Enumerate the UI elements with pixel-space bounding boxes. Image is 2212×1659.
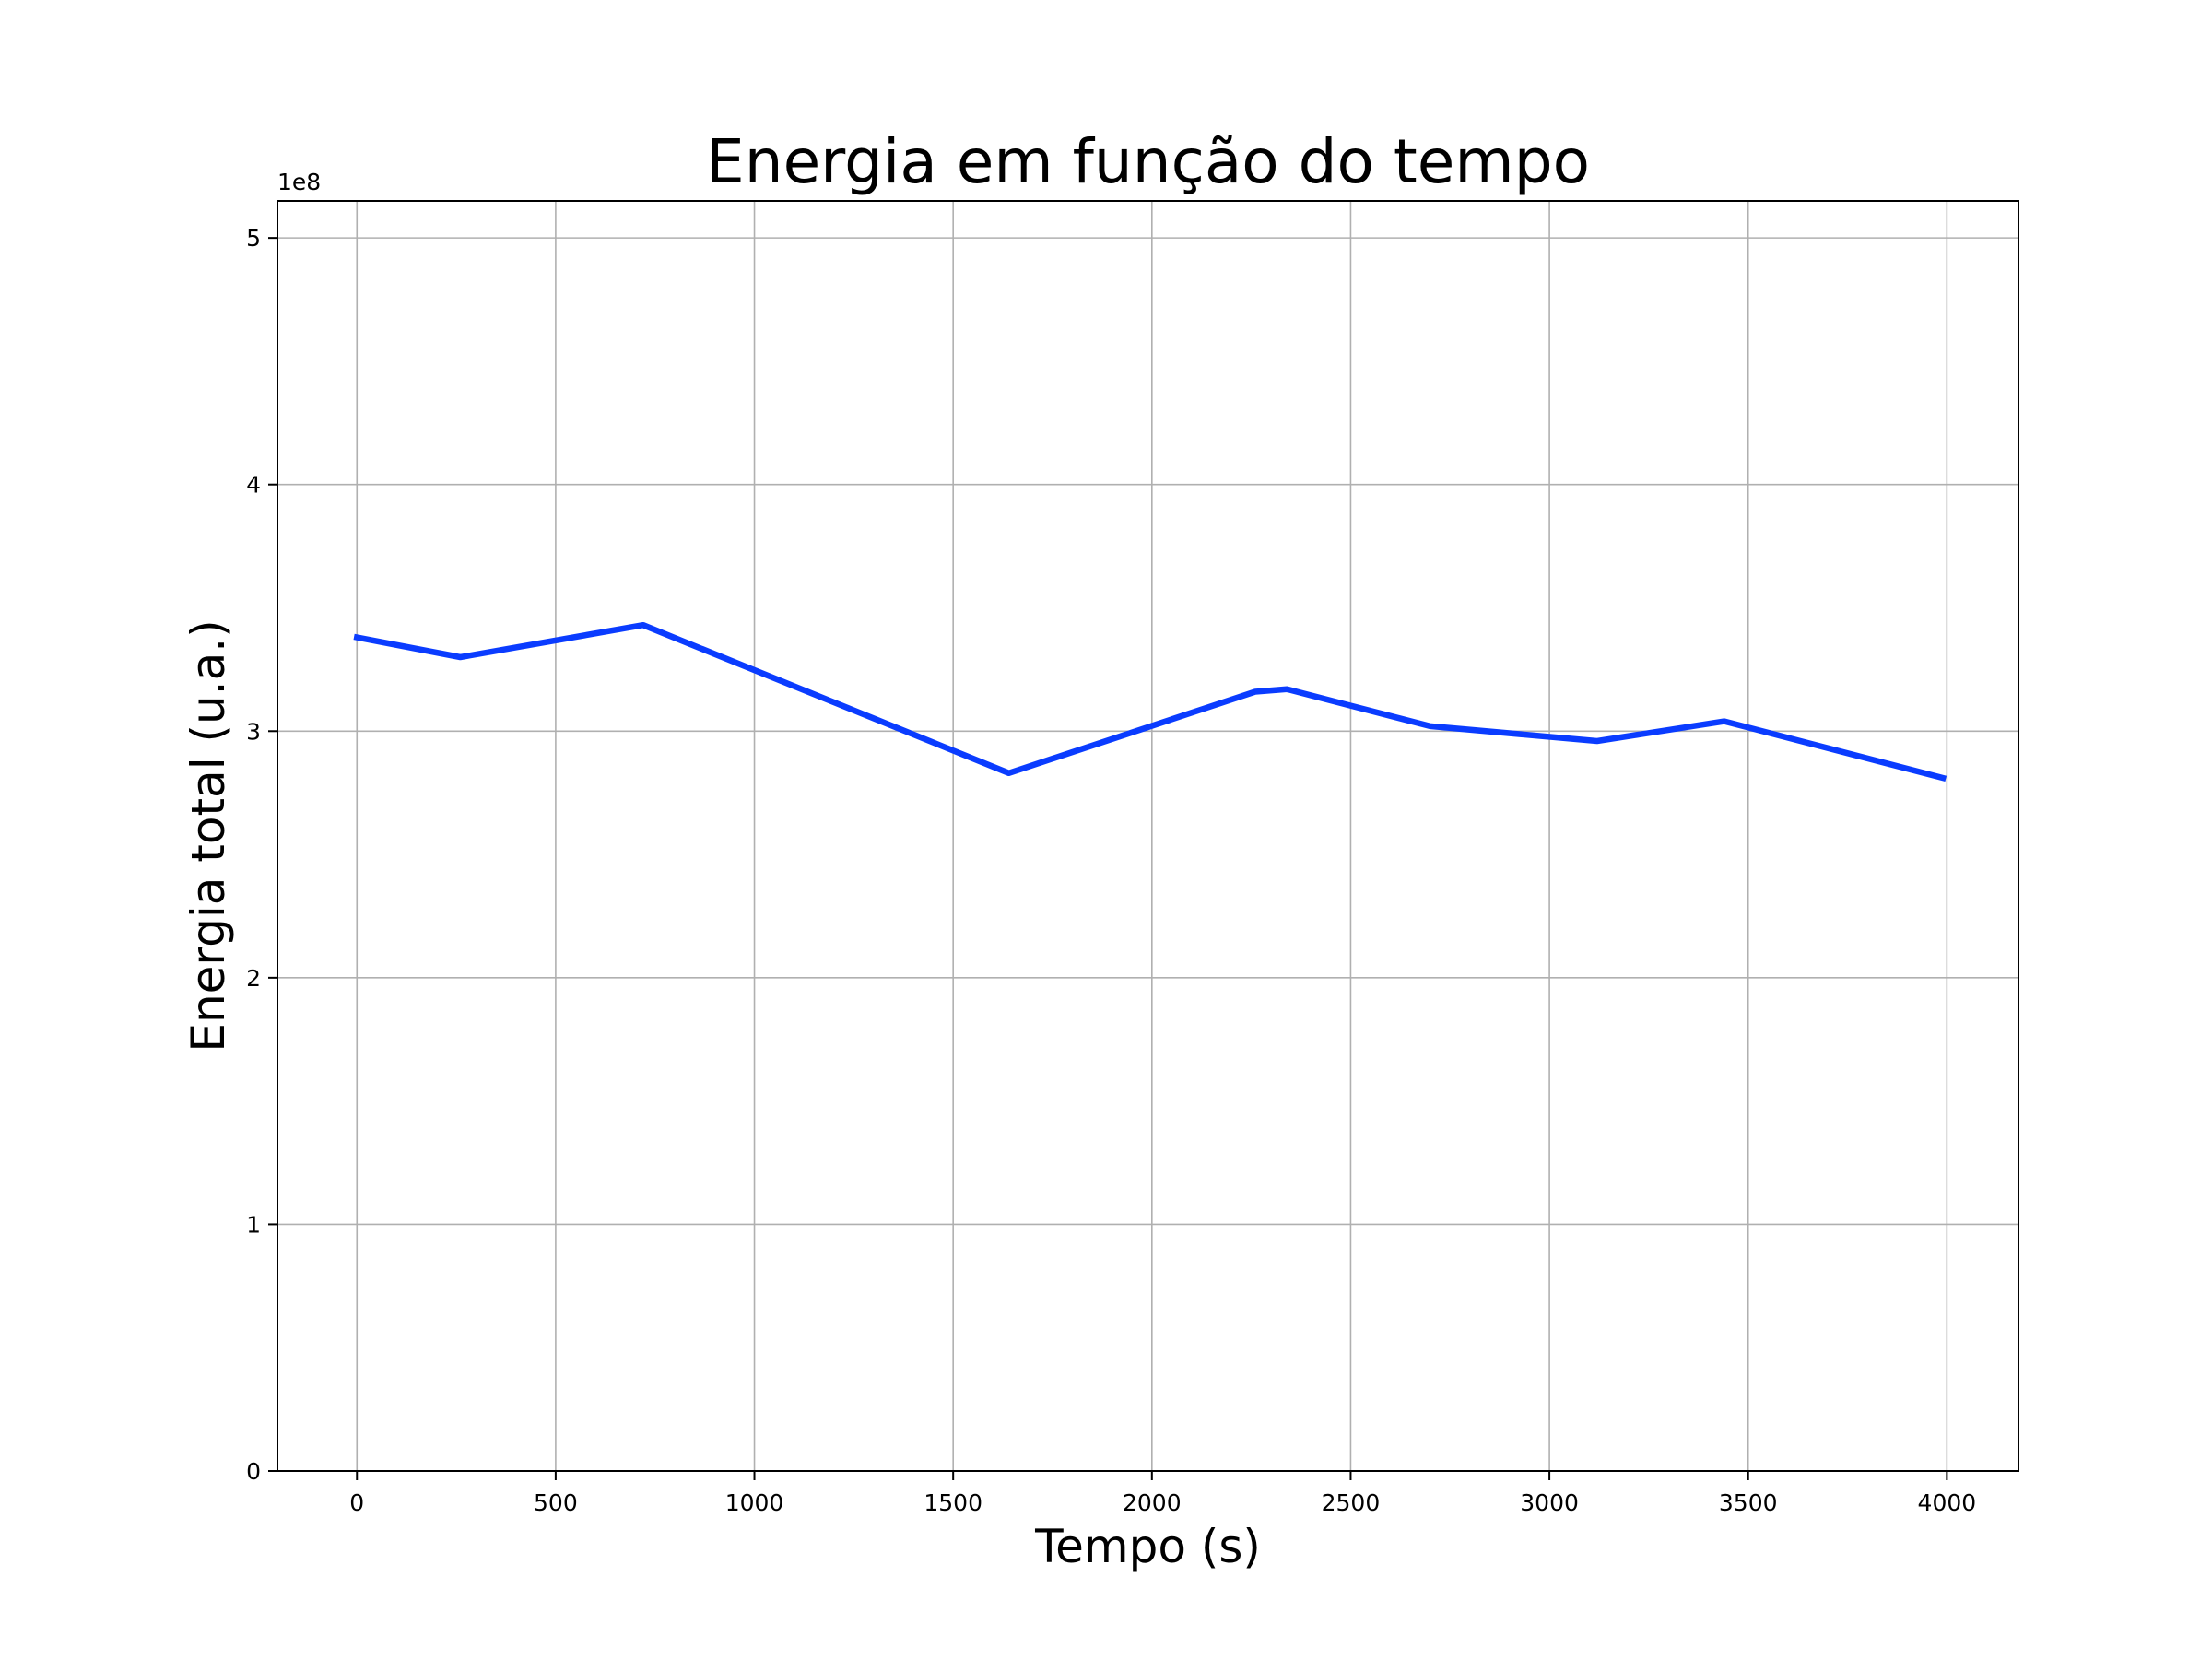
y-tick-label: 1 xyxy=(246,1211,261,1238)
x-tick-label: 3500 xyxy=(1719,1489,1778,1516)
x-axis-ticks: 0 500 1000 1500 2000 2500 3000 3500 4000 xyxy=(349,1471,1976,1516)
x-tick-label: 0 xyxy=(349,1489,364,1516)
grid-lines xyxy=(277,201,2018,1472)
series-line-0 xyxy=(353,621,1947,782)
y-tick-label: 3 xyxy=(246,718,261,745)
x-tick-label: 500 xyxy=(534,1489,578,1516)
y-tick-label: 2 xyxy=(246,965,261,992)
x-tick-label: 4000 xyxy=(1918,1489,1977,1516)
y-axis-ticks: 0 1 2 3 4 5 xyxy=(246,225,277,1485)
plot-frame xyxy=(276,200,2019,1472)
chart-title: Energia em função do tempo xyxy=(706,126,1590,197)
y-tick-label: 0 xyxy=(246,1458,261,1485)
y-axis-offset-label: 1e8 xyxy=(277,169,321,195)
x-tick-label: 2500 xyxy=(1322,1489,1381,1516)
x-tick-label: 3000 xyxy=(1520,1489,1579,1516)
y-tick-label: 5 xyxy=(246,225,261,252)
x-tick-label: 1500 xyxy=(924,1489,982,1516)
y-axis-label: Energia total (u.a.) xyxy=(182,619,235,1052)
y-tick-label: 4 xyxy=(246,472,261,499)
x-tick-label: 2000 xyxy=(1123,1489,1182,1516)
x-tick-label: 1000 xyxy=(725,1489,784,1516)
x-axis-label: Tempo (s) xyxy=(1034,1520,1261,1573)
series-layer xyxy=(353,621,1947,782)
